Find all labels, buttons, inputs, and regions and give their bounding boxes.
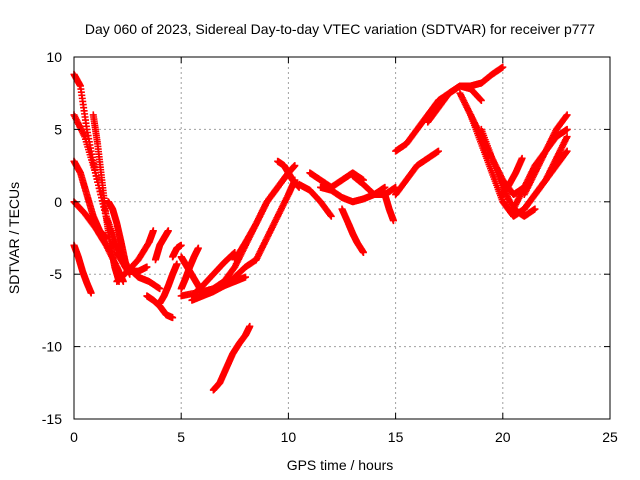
series-sat-06: [70, 198, 127, 285]
y-tick-label: 10: [46, 49, 62, 65]
chart-title: Day 060 of 2023, Sidereal Day-to-day VTE…: [85, 21, 595, 37]
series-sat-14: [177, 244, 202, 293]
x-tick-label: 25: [602, 429, 618, 445]
y-tick-label: -10: [42, 339, 62, 355]
data-point: [156, 285, 164, 293]
data-point: [87, 289, 95, 297]
series-sat-07: [104, 198, 134, 278]
series-sat-08: [113, 227, 157, 285]
data-point: [173, 260, 181, 268]
x-tick-label: 10: [281, 429, 297, 445]
series-sat-10: [151, 227, 172, 264]
data-point: [242, 273, 250, 281]
data-point: [143, 263, 151, 271]
series-sat-12: [169, 241, 185, 261]
series-sat-11: [156, 260, 181, 307]
x-tick-label: 15: [388, 429, 404, 445]
series-sat-24: [295, 180, 335, 220]
y-tick-label: -5: [50, 266, 63, 282]
series-sat-21: [209, 322, 254, 394]
x-tick-label: 5: [177, 429, 185, 445]
data-point: [164, 227, 172, 235]
y-tick-label: 0: [54, 194, 62, 210]
series-sat-22: [274, 157, 303, 191]
data-point: [149, 227, 157, 235]
y-tick-label: -15: [42, 411, 62, 427]
data-point: [291, 162, 299, 170]
data-point: [169, 314, 177, 322]
data-point: [246, 322, 254, 330]
x-tick-label: 20: [495, 429, 511, 445]
y-axis-label: SDTVAR / TECUs: [6, 182, 22, 294]
series-sat-17: [188, 248, 239, 300]
data-point: [177, 241, 185, 249]
y-tick-label: 5: [54, 121, 62, 137]
x-axis-label: GPS time / hours: [287, 457, 394, 473]
data-point: [194, 244, 202, 252]
data-points: [70, 63, 571, 394]
x-tick-label: 0: [70, 429, 78, 445]
